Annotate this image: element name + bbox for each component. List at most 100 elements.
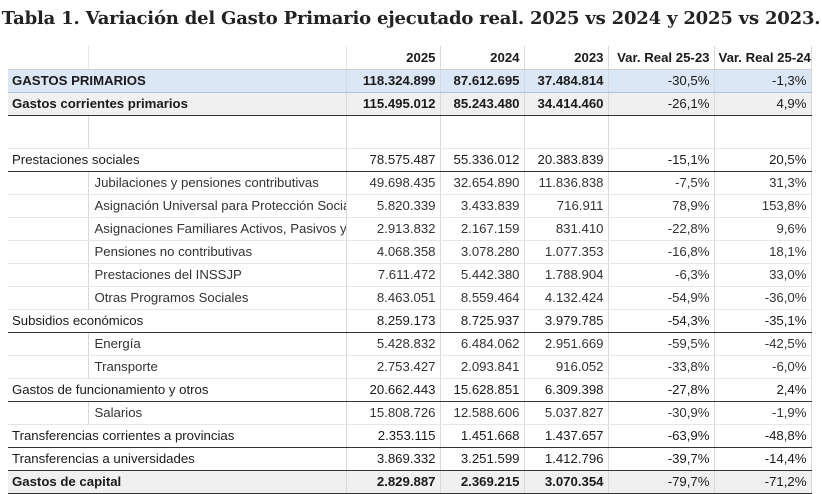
value-var-25-24: -42,5% xyxy=(714,332,812,356)
spacer-row xyxy=(8,115,812,149)
value-2025: 2.753.427 xyxy=(346,355,441,379)
value-2025: 118.324.899 xyxy=(346,69,441,93)
row-label: Gastos de funcionamiento y otros xyxy=(8,378,347,402)
value-var-25-24: -1,9% xyxy=(714,401,812,425)
row-label: Asignaciones Familiares Activos, Pasivos… xyxy=(88,217,347,241)
value-2024: 3.433.839 xyxy=(440,194,525,218)
value-2024: 8.725.937 xyxy=(440,309,525,333)
row-label: Gastos de capital xyxy=(8,470,347,494)
row-label: Jubilaciones y pensiones contributivas xyxy=(88,171,347,195)
value-var-25-23: -33,8% xyxy=(608,355,715,379)
header-2024: 2024 xyxy=(440,46,525,70)
value-var-25-24: -14,4% xyxy=(714,447,812,471)
value-2025: 5.428.832 xyxy=(346,332,441,356)
value-var-25-23: -22,8% xyxy=(608,217,715,241)
value-var-25-23: -54,9% xyxy=(608,286,715,310)
value-2025: 2.353.115 xyxy=(346,424,441,448)
value-var-25-24: -1,3% xyxy=(714,69,812,93)
value-2023: 2.951.669 xyxy=(524,332,609,356)
value-2023: 3.070.354 xyxy=(524,470,609,494)
value-2024: 2.093.841 xyxy=(440,355,525,379)
value-2023: 37.484.814 xyxy=(524,69,609,93)
value-2023: 1.788.904 xyxy=(524,263,609,287)
header-cell-empty xyxy=(8,46,89,70)
value-var-25-23: -16,8% xyxy=(608,240,715,264)
value-2023: 11.836.838 xyxy=(524,171,609,195)
value-2023: 1.437.657 xyxy=(524,424,609,448)
value-var-25-23: -79,7% xyxy=(608,470,715,494)
value-var-25-23: -15,1% xyxy=(608,148,715,172)
row-label: Transferencias corrientes a provincias xyxy=(8,424,347,448)
value-2023: 916.052 xyxy=(524,355,609,379)
value-var-25-23: -26,1% xyxy=(608,92,715,116)
row-label: Energía xyxy=(88,332,347,356)
value-var-25-23: -39,7% xyxy=(608,447,715,471)
row-inssjp: Prestaciones del INSSJP 7.611.472 5.442.… xyxy=(8,263,812,287)
header-cell-empty xyxy=(88,46,347,70)
value-2024: 1.451.668 xyxy=(440,424,525,448)
value-var-25-23: -63,9% xyxy=(608,424,715,448)
value-var-25-23: -54,3% xyxy=(608,309,715,333)
row-salarios: Salarios 15.808.726 12.588.606 5.037.827… xyxy=(8,401,812,425)
value-2025: 20.662.443 xyxy=(346,378,441,402)
value-var-25-24: 4,9% xyxy=(714,92,812,116)
value-var-25-24: 153,8% xyxy=(714,194,812,218)
value-var-25-24: 9,6% xyxy=(714,217,812,241)
value-2023: 1.077.353 xyxy=(524,240,609,264)
row-label: Prestaciones sociales xyxy=(8,148,347,172)
value-var-25-23: -30,5% xyxy=(608,69,715,93)
row-gastos-primarios: GASTOS PRIMARIOS 118.324.899 87.612.695 … xyxy=(8,69,812,93)
value-2024: 8.559.464 xyxy=(440,286,525,310)
value-var-25-24: -36,0% xyxy=(714,286,812,310)
value-2024: 12.588.606 xyxy=(440,401,525,425)
value-2025: 3.869.332 xyxy=(346,447,441,471)
value-var-25-23: -27,8% xyxy=(608,378,715,402)
row-pensiones-no-contributivas: Pensiones no contributivas 4.068.358 3.0… xyxy=(8,240,812,264)
value-var-25-24: -6,0% xyxy=(714,355,812,379)
row-auh: Asignación Universal para Protección Soc… xyxy=(8,194,812,218)
value-var-25-24: -48,8% xyxy=(714,424,812,448)
row-label: GASTOS PRIMARIOS xyxy=(8,69,347,93)
value-var-25-24: -35,1% xyxy=(714,309,812,333)
value-var-25-23: -30,9% xyxy=(608,401,715,425)
value-2025: 7.611.472 xyxy=(346,263,441,287)
row-label: Pensiones no contributivas xyxy=(88,240,347,264)
value-var-25-24: 33,0% xyxy=(714,263,812,287)
row-subsidios: Subsidios económicos 8.259.173 8.725.937… xyxy=(8,309,812,333)
value-2025: 115.495.012 xyxy=(346,92,441,116)
value-2025: 8.463.051 xyxy=(346,286,441,310)
value-2025: 2.913.832 xyxy=(346,217,441,241)
value-2025: 2.829.887 xyxy=(346,470,441,494)
row-transporte: Transporte 2.753.427 2.093.841 916.052 -… xyxy=(8,355,812,379)
value-2023: 5.037.827 xyxy=(524,401,609,425)
header-2025: 2025 xyxy=(346,46,441,70)
gasto-primario-table: 2025 2024 2023 Var. Real 25-23 Var. Real… xyxy=(8,46,812,494)
value-2024: 5.442.380 xyxy=(440,263,525,287)
value-2024: 15.628.851 xyxy=(440,378,525,402)
row-label: Transporte xyxy=(88,355,347,379)
row-gastos-capital: Gastos de capital 2.829.887 2.369.215 3.… xyxy=(8,470,812,494)
row-otros-programas: Otras Programos Sociales 8.463.051 8.559… xyxy=(8,286,812,310)
value-var-25-24: 31,3% xyxy=(714,171,812,195)
header-var-25-23: Var. Real 25-23 xyxy=(608,46,715,70)
value-2023: 1.412.796 xyxy=(524,447,609,471)
value-2023: 20.383.839 xyxy=(524,148,609,172)
value-2025: 8.259.173 xyxy=(346,309,441,333)
value-var-25-23: -59,5% xyxy=(608,332,715,356)
value-2025: 15.808.726 xyxy=(346,401,441,425)
value-2024: 55.336.012 xyxy=(440,148,525,172)
value-2025: 5.820.339 xyxy=(346,194,441,218)
value-2023: 34.414.460 xyxy=(524,92,609,116)
value-2023: 716.911 xyxy=(524,194,609,218)
header-2023: 2023 xyxy=(524,46,609,70)
row-label: Transferencias a universidades xyxy=(8,447,347,471)
row-energia: Energía 5.428.832 6.484.062 2.951.669 -5… xyxy=(8,332,812,356)
row-label: Asignación Universal para Protección Soc… xyxy=(88,194,347,218)
row-funcionamiento: Gastos de funcionamiento y otros 20.662.… xyxy=(8,378,812,402)
value-2024: 3.078.280 xyxy=(440,240,525,264)
row-label: Otras Programos Sociales xyxy=(88,286,347,310)
row-transferencias-universidades: Transferencias a universidades 3.869.332… xyxy=(8,447,812,471)
value-2024: 32.654.890 xyxy=(440,171,525,195)
value-2024: 85.243.480 xyxy=(440,92,525,116)
value-2024: 87.612.695 xyxy=(440,69,525,93)
